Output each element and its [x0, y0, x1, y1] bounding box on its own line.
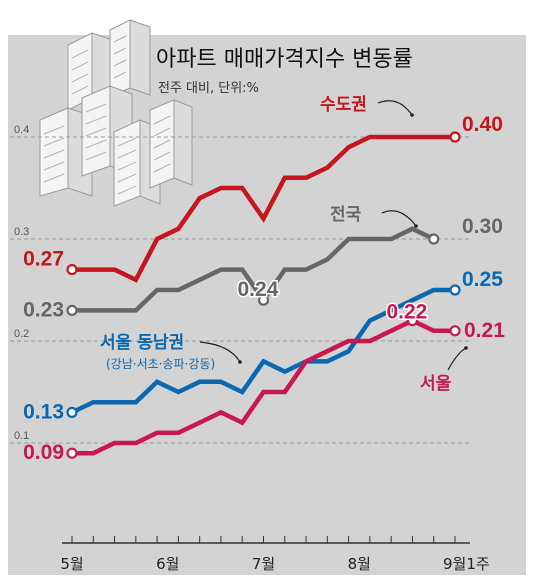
- grid: 0.1 0.2 0.3 0.4: [10, 124, 470, 444]
- seoul-southeast-sublabel: (강남·서초·송파·강동): [106, 357, 215, 371]
- seoul-southeast-endpoint: [449, 284, 461, 296]
- x-tick-label: 5월: [60, 555, 83, 573]
- capital-region-name-label: 수도권: [320, 95, 367, 115]
- seoul-southeast-line: [71, 287, 455, 415]
- x-tick-label: 9월1주: [443, 555, 490, 573]
- label-layer: 0.27 0.40 수도권 0.23 0.30 0.24 전국 0.13 0.25 서울 동남권 (…: [23, 95, 505, 464]
- y-tick-label: 0.3: [14, 226, 29, 238]
- nationwide-start-label: 0.23: [23, 298, 64, 321]
- nationwide-mid-label: 0.24: [238, 278, 279, 301]
- chart-title: 아파트 매매가격지수 변동률: [156, 47, 413, 72]
- y-tick-label: 0.2: [14, 328, 29, 340]
- nationwide-endpoint: [428, 233, 440, 245]
- seoul-name-label: 서울: [420, 374, 452, 394]
- seoul-southeast-endpoint: [66, 406, 78, 418]
- capital-region-end-label: 0.40: [462, 113, 503, 136]
- nationwide-end-label: 0.30: [462, 215, 503, 238]
- capital-region-start-label: 0.27: [23, 248, 64, 271]
- callout-arrow-head: [464, 346, 468, 350]
- seoul-start-label: 0.09: [23, 441, 64, 464]
- capital-region-line: [72, 134, 455, 283]
- x-tick-label: 7월: [252, 555, 275, 573]
- y-tick-label: 0.1: [14, 430, 29, 442]
- apartment-buildings-illustration: [39, 19, 193, 207]
- x-tick-label: 8월: [348, 555, 371, 573]
- callout-arrow-head: [410, 113, 414, 117]
- callout-arrow: [381, 210, 417, 227]
- seoul-end-label: 0.21: [464, 319, 505, 342]
- callout-arrow: [377, 100, 413, 116]
- x-tick-label: 6월: [156, 555, 179, 573]
- chart-subtitle: 전주 대비, 단위:%: [158, 81, 259, 96]
- seoul-southeast-start-label: 0.13: [23, 400, 64, 423]
- nationwide-midpoint: [257, 294, 270, 306]
- seoul-midpoint: [406, 315, 419, 327]
- seoul-line: [72, 318, 455, 456]
- seoul-southeast-end-label: 0.25: [462, 268, 503, 291]
- x-axis: 5월 6월 7월 8월 9월1주: [60, 536, 490, 573]
- callout-arrow-head: [414, 224, 418, 228]
- capital-region-endpoint: [66, 264, 78, 276]
- capital-region-endpoint: [449, 131, 461, 143]
- series-layer: [66, 131, 461, 459]
- nationwide-name-label: 전국: [330, 205, 362, 225]
- nationwide-line: [72, 226, 435, 313]
- callout-arrow: [199, 341, 241, 363]
- seoul-endpoint: [66, 447, 78, 459]
- seoul-southeast-name-label: 서울 동남권: [100, 333, 184, 353]
- nationwide-endpoint: [66, 304, 78, 316]
- y-tick-label: 0.4: [14, 124, 29, 136]
- seoul-endpoint: [449, 325, 461, 337]
- callout-arrow-head: [238, 360, 242, 364]
- seoul-mid-label: 0.22: [386, 301, 427, 324]
